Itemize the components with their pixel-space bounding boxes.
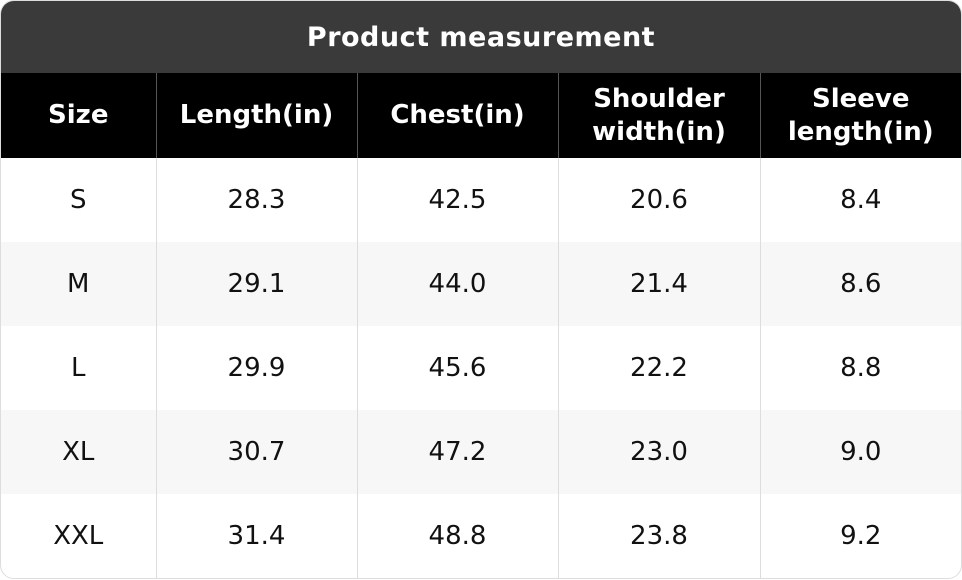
column-header: Shoulder width(in) [557,73,760,158]
table-row: S 28.3 42.5 20.6 8.4 [1,158,961,242]
table-cell: 28.3 [155,158,357,242]
table-row: XXL 31.4 48.8 23.8 9.2 [1,494,961,578]
table-cell: 23.0 [557,410,760,494]
table-cell: L [71,353,86,383]
column-header: Chest(in) [356,73,558,158]
header-row: Size Length(in) Chest(in) Shoulder width(in… [1,73,961,158]
table-cell: 30.7 [155,410,357,494]
table-cell: M [1,242,156,326]
table-cell: 8.8 [759,326,961,410]
table-cell: 29.9 [155,326,357,410]
table-row: M 29.1 44.0 21.4 8.6 [1,242,961,326]
table-cell: 42.5 [356,158,558,242]
table-cell: 8.4 [759,158,961,242]
table-cell: 45.6 [356,326,558,410]
table-cell: XXL [53,521,104,551]
measurement-table: Size Length(in) Chest(in) Shoulder width(in… [1,73,961,578]
column-header: Length(in) [155,73,357,158]
table-cell: 9.2 [759,494,961,578]
table-title: Product measurement [1,1,961,73]
table-row: L 29.9 45.6 22.2 8.8 [1,326,961,410]
table-cell: 44.0 [356,242,558,326]
table-cell: 23.8 [557,494,760,578]
table-cell: 48.8 [356,494,558,578]
table-cell: 22.2 [557,326,760,410]
table-cell: 47.2 [356,410,558,494]
table-cell: 20.6 [557,158,760,242]
column-header: Size [1,73,156,158]
table-head: Size Length(in) Chest(in) Shoulder width(in… [1,73,961,158]
column-header: Sleeve length(in) [759,73,961,158]
table-cell: 9.0 [759,410,961,494]
table-body: S 28.3 42.5 20.6 8.4 M 29.1 44.0 21.4 8.6 L 29.9 45.… [1,158,961,578]
table-cell: 31.4 [155,494,357,578]
table-cell: S [69,185,87,215]
table-cell: XL [1,410,156,494]
table-row: XL 30.7 47.2 23.0 9.0 [1,410,961,494]
table-cell: 21.4 [557,242,760,326]
table-cell: 8.6 [759,242,961,326]
table-cell: 29.1 [155,242,357,326]
